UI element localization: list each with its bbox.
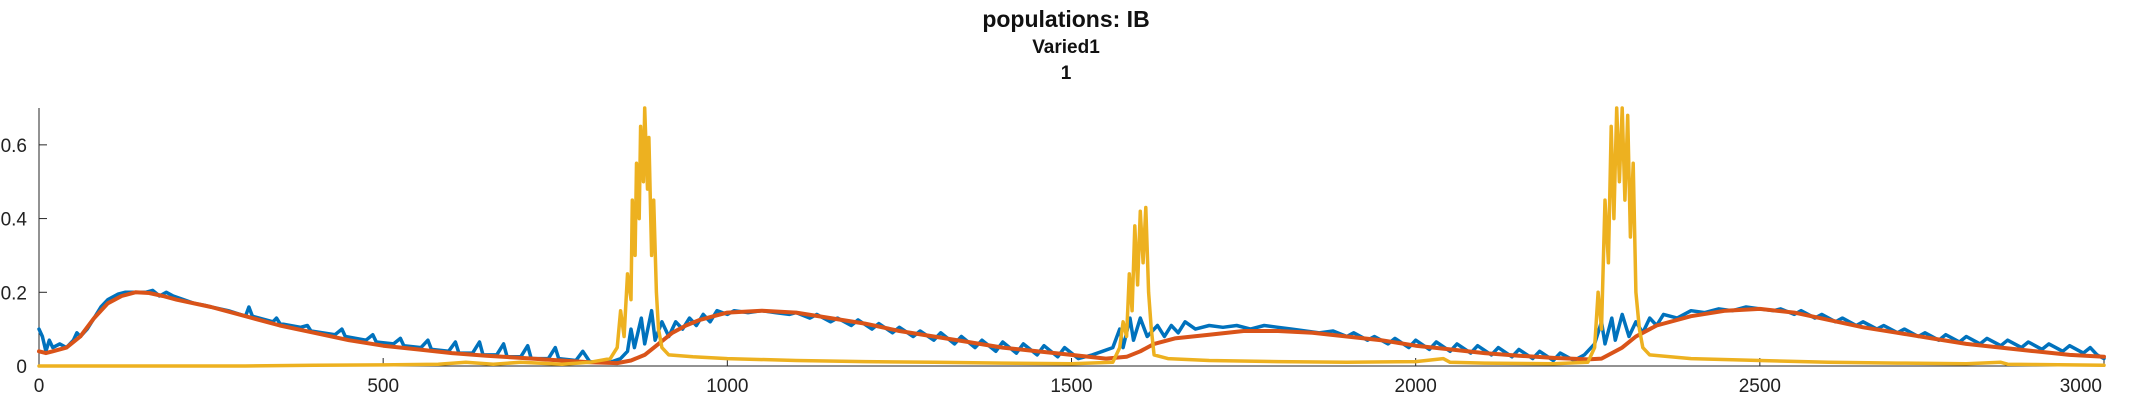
x-tick-label: 2500 xyxy=(1739,376,1781,397)
x-ticks: 0 500 1000 1500 2000 2500 3000 xyxy=(34,358,2105,397)
x-tick-label: 1000 xyxy=(706,376,748,397)
y-tick-label: 0.2 xyxy=(1,283,27,304)
series-group xyxy=(37,106,2106,368)
plot-area: 0 500 1000 1500 2000 2500 3000 0 0.2 0.4 0.6 xyxy=(1,106,2106,397)
y-tick-label: 0.6 xyxy=(1,136,27,157)
y-tick-label: 0 xyxy=(16,357,27,378)
x-tick-label: 0 xyxy=(34,376,45,397)
series-line-3 xyxy=(37,106,2106,368)
x-tick-label: 500 xyxy=(367,376,399,397)
chart-subtitle-1: Varied1 xyxy=(1032,37,1100,58)
y-tick-label: 0.4 xyxy=(1,210,28,231)
x-tick-label: 1500 xyxy=(1050,376,1092,397)
x-tick-label: 2000 xyxy=(1395,376,1437,397)
chart-title: populations: IB xyxy=(982,6,1149,32)
series-line-1 xyxy=(37,288,2106,365)
series-line-2 xyxy=(37,290,2106,366)
chart-subtitle-2: 1 xyxy=(1061,63,1072,84)
x-tick-label: 3000 xyxy=(2060,376,2102,397)
y-ticks: 0 0.2 0.4 0.6 xyxy=(1,136,47,378)
